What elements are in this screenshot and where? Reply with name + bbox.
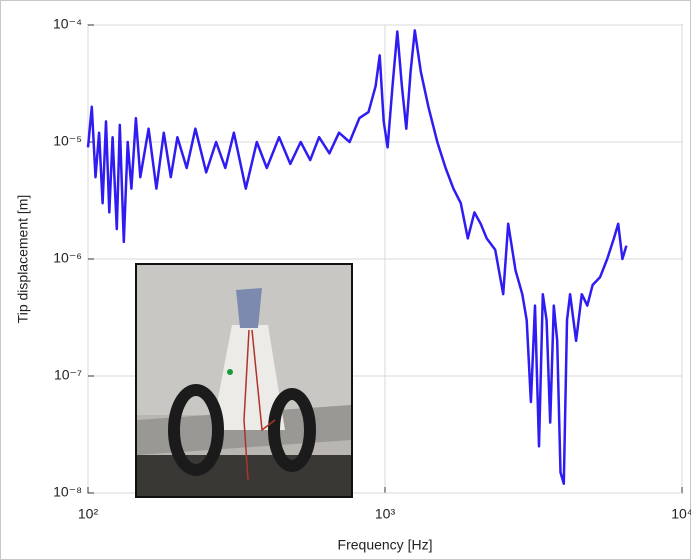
lines — [86, 29, 628, 485]
photo-beam — [236, 288, 262, 328]
y-tick-label: 10⁻⁴ — [53, 16, 82, 32]
photo-dot — [227, 369, 233, 375]
photo-clamp — [268, 388, 316, 472]
photo-wire — [243, 329, 276, 481]
photo-mount — [212, 325, 285, 430]
y-tick-label: 10⁻⁷ — [54, 367, 82, 383]
photo-clamp — [168, 384, 224, 476]
x-tick-label: 10⁴ — [671, 506, 691, 522]
data-line — [86, 29, 628, 485]
x-axis-label: Frequency [Hz] — [338, 537, 433, 553]
inset-photo — [135, 263, 353, 498]
y-tick-label: 10⁻⁶ — [53, 250, 82, 266]
x-tick-label: 10³ — [375, 506, 396, 522]
x-tick-label: 10² — [78, 506, 99, 522]
y-axis-label: Tip displacement [m] — [15, 195, 31, 324]
photo-floor — [137, 455, 351, 496]
y-tick-label: 10⁻⁸ — [53, 484, 82, 500]
y-tick-label: 10⁻⁵ — [53, 133, 82, 149]
